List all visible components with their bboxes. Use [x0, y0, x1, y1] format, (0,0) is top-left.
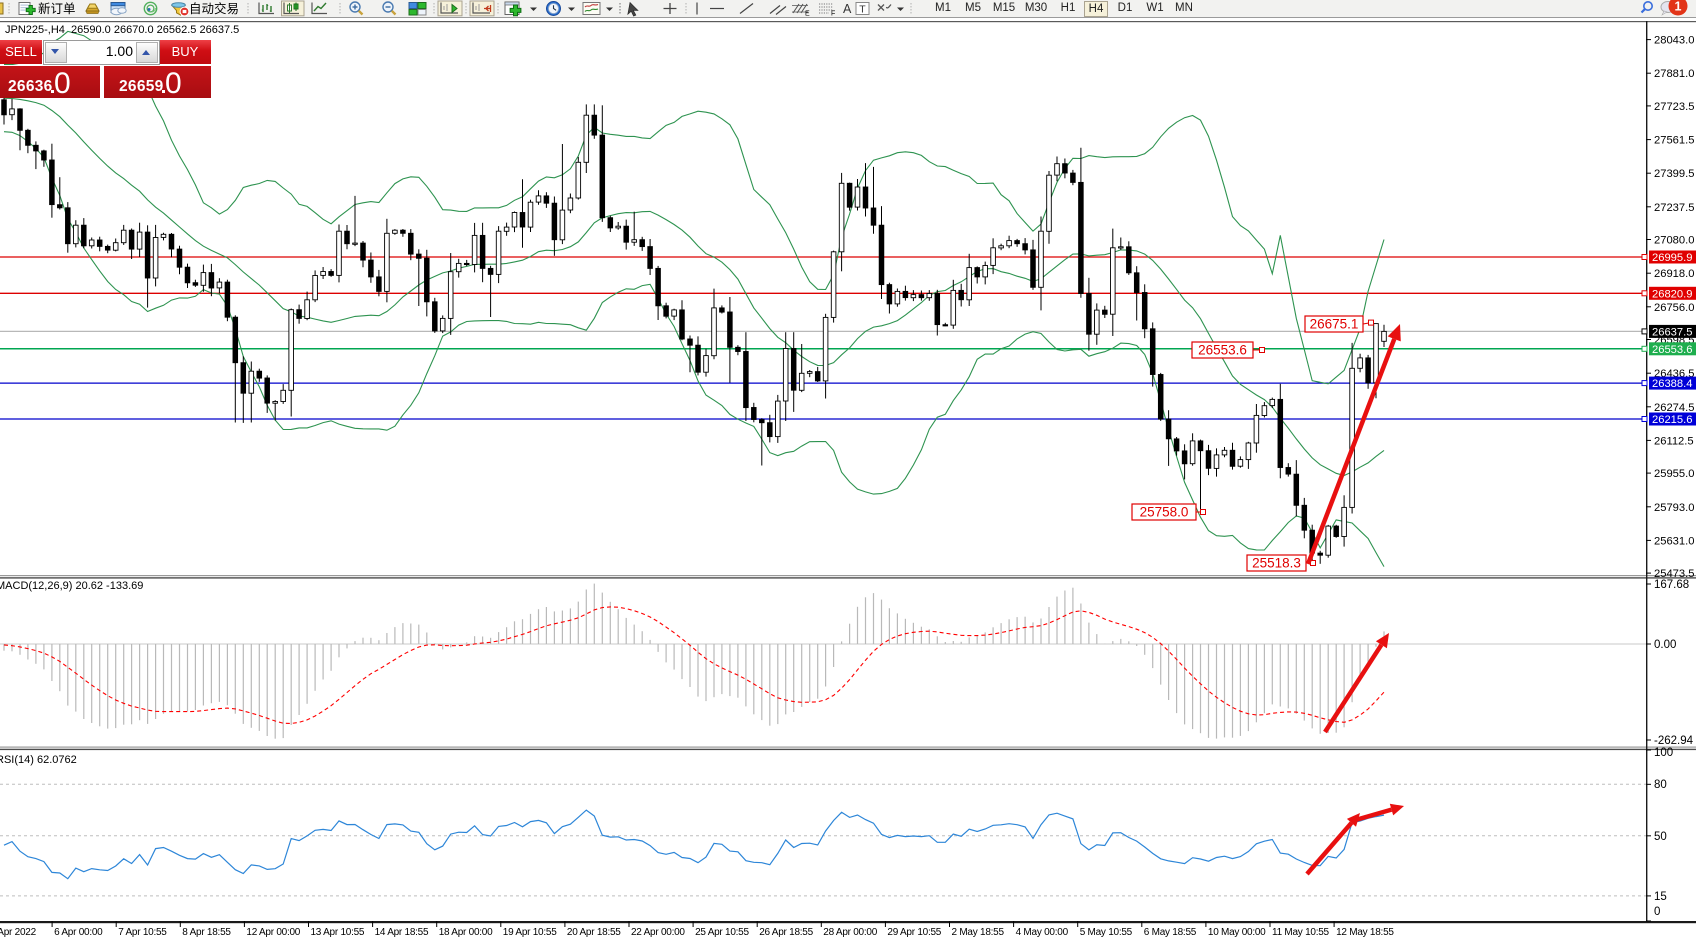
svg-text:27237.5: 27237.5	[1654, 202, 1694, 214]
svg-text:5 Apr 2022: 5 Apr 2022	[0, 927, 37, 938]
svg-text:12 Apr 00:00: 12 Apr 00:00	[246, 927, 300, 938]
svg-text:13 Apr 10:55: 13 Apr 10:55	[311, 927, 365, 938]
svg-text:26112.5: 26112.5	[1654, 435, 1694, 447]
svg-text:28043.0: 28043.0	[1654, 35, 1694, 47]
svg-text:167.68: 167.68	[1654, 579, 1689, 591]
svg-text:RSI(14) 62.0762: RSI(14) 62.0762	[0, 754, 77, 766]
svg-text:6 May 18:55: 6 May 18:55	[1144, 927, 1197, 938]
svg-text:4 May 00:00: 4 May 00:00	[1016, 927, 1069, 938]
svg-text:28 Apr 00:00: 28 Apr 00:00	[823, 927, 877, 938]
svg-text:50: 50	[1654, 831, 1667, 843]
svg-text:26820.9: 26820.9	[1652, 288, 1692, 300]
svg-text:0.00: 0.00	[1654, 639, 1676, 651]
svg-text:26918.0: 26918.0	[1654, 268, 1694, 280]
svg-text:11 May 10:55: 11 May 10:55	[1272, 927, 1330, 938]
svg-text:新订单: 新订单	[38, 1, 76, 16]
svg-text:26215.6: 26215.6	[1652, 414, 1692, 426]
svg-text:27080.0: 27080.0	[1654, 235, 1694, 247]
svg-text:7 Apr 10:55: 7 Apr 10:55	[118, 927, 167, 938]
svg-text:26553.6: 26553.6	[1652, 344, 1692, 356]
svg-text:26995.9: 26995.9	[1652, 252, 1692, 264]
svg-text:29 Apr 10:55: 29 Apr 10:55	[887, 927, 941, 938]
svg-text:12 May 18:55: 12 May 18:55	[1336, 927, 1394, 938]
svg-text:27399.5: 27399.5	[1654, 168, 1694, 180]
svg-text:1: 1	[1675, 0, 1682, 14]
svg-text:20 Apr 18:55: 20 Apr 18:55	[567, 927, 621, 938]
svg-text:-262.94: -262.94	[1654, 735, 1694, 747]
svg-text:0: 0	[1654, 906, 1660, 918]
svg-text:T: T	[859, 4, 866, 16]
svg-text:26756.0: 26756.0	[1654, 302, 1694, 314]
svg-text:26 Apr 18:55: 26 Apr 18:55	[759, 927, 813, 938]
svg-text:26274.5: 26274.5	[1654, 402, 1694, 414]
svg-text:27881.0: 27881.0	[1654, 68, 1694, 80]
svg-text:19 Apr 10:55: 19 Apr 10:55	[503, 927, 557, 938]
svg-text:25793.0: 25793.0	[1654, 502, 1694, 514]
svg-text:22 Apr 00:00: 22 Apr 00:00	[631, 927, 685, 938]
svg-text:MACD(12,26,9) 20.62 -133.69: MACD(12,26,9) 20.62 -133.69	[0, 580, 143, 592]
svg-text:25955.0: 25955.0	[1654, 468, 1694, 480]
svg-text:2 May 18:55: 2 May 18:55	[952, 927, 1005, 938]
svg-text:26388.4: 26388.4	[1652, 378, 1692, 390]
svg-text:100: 100	[1654, 747, 1673, 759]
svg-text:5 May 10:55: 5 May 10:55	[1080, 927, 1133, 938]
svg-text:80: 80	[1654, 779, 1667, 791]
svg-text:26553.6: 26553.6	[1198, 343, 1247, 358]
svg-text:27561.5: 27561.5	[1654, 135, 1694, 147]
svg-text:E: E	[805, 11, 810, 18]
svg-text:14 Apr 18:55: 14 Apr 18:55	[375, 927, 429, 938]
svg-text:8 Apr 18:55: 8 Apr 18:55	[182, 927, 231, 938]
svg-text:25758.0: 25758.0	[1140, 505, 1189, 520]
svg-text:18 Apr 00:00: 18 Apr 00:00	[439, 927, 493, 938]
svg-text:F: F	[831, 11, 835, 18]
svg-text:15: 15	[1654, 891, 1667, 903]
svg-text:自动交易: 自动交易	[189, 1, 239, 16]
svg-text:26637.5: 26637.5	[1652, 326, 1692, 338]
svg-text:10 May 00:00: 10 May 00:00	[1208, 927, 1266, 938]
svg-text:27723.5: 27723.5	[1654, 101, 1694, 113]
svg-text:25518.3: 25518.3	[1252, 556, 1301, 571]
svg-text:6 Apr 00:00: 6 Apr 00:00	[54, 927, 103, 938]
svg-text:JPN225-,H4 26590.0 26670.0 26: JPN225-,H4 26590.0 26670.0 26562.5 26637…	[5, 24, 239, 36]
svg-text:26675.1: 26675.1	[1310, 317, 1359, 332]
svg-text:A: A	[843, 2, 852, 16]
svg-text:25 Apr 10:55: 25 Apr 10:55	[695, 927, 749, 938]
svg-text:25473.5: 25473.5	[1654, 568, 1694, 580]
svg-text:25631.0: 25631.0	[1654, 535, 1694, 547]
